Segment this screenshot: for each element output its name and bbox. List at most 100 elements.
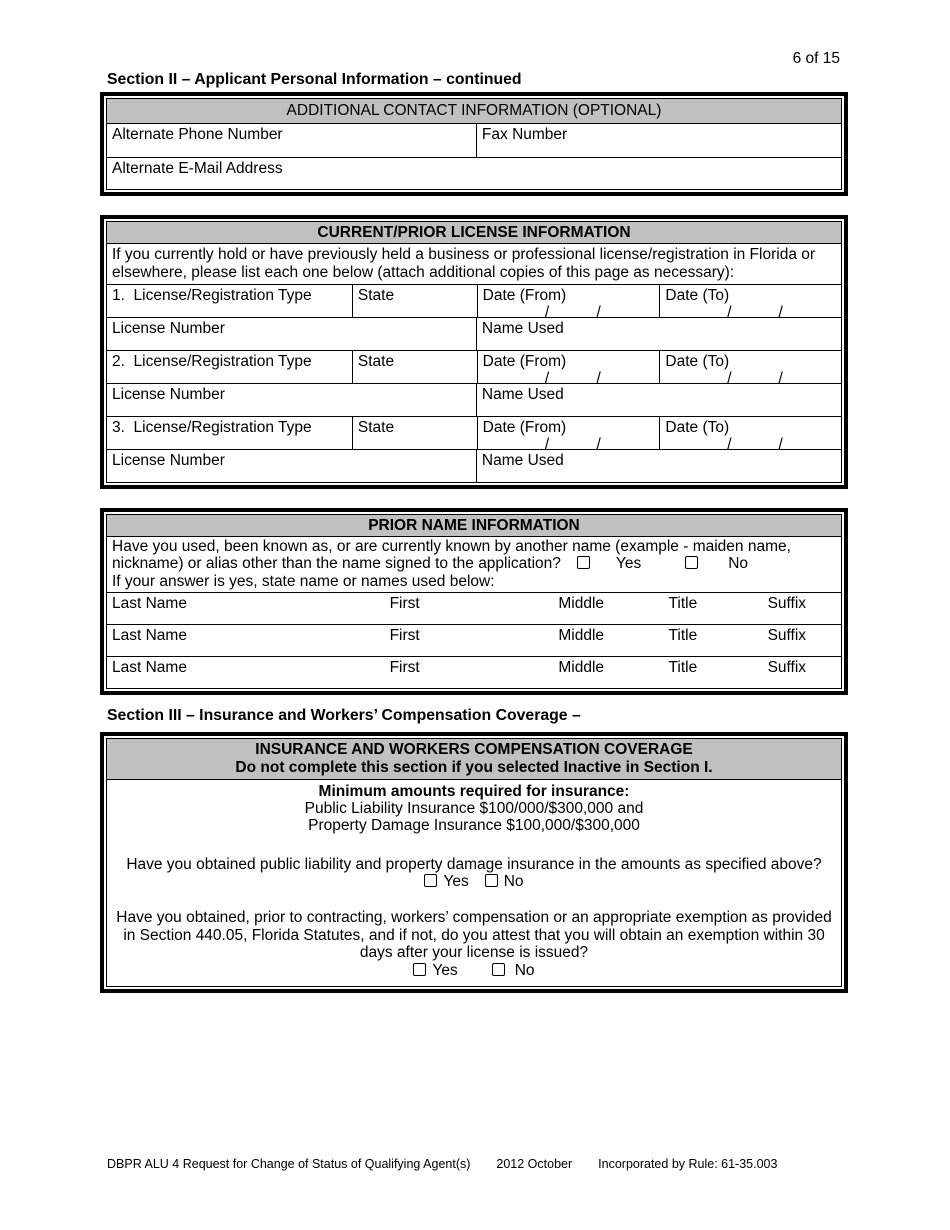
alternate-email-field[interactable]: Alternate E-Mail Address <box>107 158 841 189</box>
state-label: State <box>357 353 395 370</box>
license2-row-top: 2. License/Registration Type State Date … <box>107 350 841 383</box>
insurance-q2-no-checkbox[interactable] <box>491 962 505 976</box>
license2-row-bottom: License Number Name Used <box>107 383 841 416</box>
footer-rule: Incorporated by Rule: 61-35.003 <box>598 1157 778 1171</box>
license3-row-bottom: License Number Name Used <box>107 449 841 482</box>
property-damage-line: Property Damage Insurance $100,000/$300,… <box>308 817 640 834</box>
license-table: CURRENT/PRIOR LICENSE INFORMATION If you… <box>100 215 848 489</box>
license1-row-top: 1. License/Registration Type State Date … <box>107 284 841 317</box>
license3-type-field[interactable]: 3. License/Registration Type <box>107 417 353 449</box>
date-to-label: Date (To) <box>665 419 730 436</box>
contact-table-header: ADDITIONAL CONTACT INFORMATION (OPTIONAL… <box>107 99 841 123</box>
name-used-label: Name Used <box>481 386 564 403</box>
suffix-label: Suffix <box>767 594 807 612</box>
license3-date-to-field[interactable]: Date (To) / / <box>660 417 841 449</box>
prior-name-row-1[interactable]: Last Name First Middle Title Suffix <box>107 591 841 624</box>
insurance-header-line2: Do not complete this section if you sele… <box>235 758 713 776</box>
prior-name-row-2[interactable]: Last Name First Middle Title Suffix <box>107 623 841 656</box>
prior-name-instruction: If your answer is yes, state name or nam… <box>112 572 495 590</box>
name-used-label: Name Used <box>481 320 564 337</box>
prior-name-question: Have you used, been known as, or are cur… <box>107 536 841 592</box>
section3-heading: Section III – Insurance and Workers’ Com… <box>107 707 581 724</box>
name-used-label: Name Used <box>481 452 564 469</box>
license2-type-field[interactable]: 2. License/Registration Type <box>107 351 353 383</box>
insurance-question2-answers: Yes No <box>111 962 837 979</box>
prior-name-row-3[interactable]: Last Name First Middle Title Suffix <box>107 655 841 688</box>
license-table-header: CURRENT/PRIOR LICENSE INFORMATION <box>107 222 841 243</box>
first-name-label: First <box>389 626 420 644</box>
date-to-slashes: / / <box>727 303 783 317</box>
contact-row-phone-fax: Alternate Phone Number Fax Number <box>107 123 841 157</box>
prior-name-yes-checkbox[interactable] <box>576 556 590 570</box>
last-name-label: Last Name <box>112 658 187 676</box>
first-name-label: First <box>389 594 420 612</box>
insurance-table-header: INSURANCE AND WORKERS COMPENSATION COVER… <box>107 739 841 779</box>
insurance-q1-no-label: No <box>503 873 524 890</box>
middle-name-label: Middle <box>558 626 605 644</box>
insurance-q2-no-label: No <box>514 961 535 979</box>
insurance-question1-answers: Yes No <box>111 873 837 890</box>
license-number-label: License Number <box>112 452 225 469</box>
state-label: State <box>357 419 395 436</box>
license-number-label: License Number <box>112 386 225 403</box>
page-footer: DBPR ALU 4 Request for Change of Status … <box>107 1157 777 1171</box>
page-number: 6 of 15 <box>792 50 840 67</box>
suffix-label: Suffix <box>767 658 807 676</box>
insurance-q1-yes-label: Yes <box>443 873 469 890</box>
license1-type-field[interactable]: 1. License/Registration Type <box>107 285 353 317</box>
alternate-phone-field[interactable]: Alternate Phone Number <box>107 124 477 157</box>
alternate-email-label: Alternate E-Mail Address <box>112 160 283 177</box>
date-to-label: Date (To) <box>665 287 730 304</box>
license3-type-label: 3. License/Registration Type <box>112 419 312 436</box>
date-from-slashes: / / <box>544 369 601 383</box>
license2-name-used-field[interactable]: Name Used <box>477 384 841 416</box>
prior-name-no-label: No <box>728 555 749 573</box>
license1-name-used-field[interactable]: Name Used <box>477 318 841 350</box>
insurance-question2: Have you obtained, prior to contracting,… <box>116 909 832 961</box>
license2-date-to-field[interactable]: Date (To) / / <box>660 351 841 383</box>
insurance-q1-no-checkbox[interactable] <box>484 874 498 887</box>
license3-state-field[interactable]: State <box>353 417 478 449</box>
insurance-header-line1: INSURANCE AND WORKERS COMPENSATION COVER… <box>255 741 693 758</box>
public-liability-line: Public Liability Insurance $100/000/$300… <box>304 800 644 817</box>
middle-name-label: Middle <box>558 658 605 676</box>
prior-name-table-header: PRIOR NAME INFORMATION <box>107 515 841 536</box>
license2-state-field[interactable]: State <box>353 351 478 383</box>
date-to-slashes: / / <box>727 435 783 449</box>
prior-name-no-checkbox[interactable] <box>685 556 699 570</box>
suffix-label: Suffix <box>767 626 807 644</box>
state-label: State <box>357 287 395 304</box>
license1-date-to-field[interactable]: Date (To) / / <box>660 285 841 317</box>
insurance-table: INSURANCE AND WORKERS COMPENSATION COVER… <box>100 732 848 993</box>
additional-contact-table: ADDITIONAL CONTACT INFORMATION (OPTIONAL… <box>100 92 848 196</box>
prior-name-question-text: Have you used, been known as, or are cur… <box>112 538 791 573</box>
license1-state-field[interactable]: State <box>353 285 478 317</box>
section2-heading: Section II – Applicant Personal Informat… <box>107 71 522 88</box>
insurance-q2-yes-checkbox[interactable] <box>413 962 427 976</box>
spacer <box>111 890 837 909</box>
date-from-label: Date (From) <box>482 353 567 370</box>
contact-row-email: Alternate E-Mail Address <box>107 157 841 189</box>
license1-date-from-field[interactable]: Date (From) / / <box>478 285 661 317</box>
insurance-question1: Have you obtained public liability and p… <box>126 856 822 873</box>
fax-number-field[interactable]: Fax Number <box>477 124 841 157</box>
footer-form-id: DBPR ALU 4 Request for Change of Status … <box>107 1157 471 1171</box>
last-name-label: Last Name <box>112 626 187 644</box>
middle-name-label: Middle <box>558 594 605 612</box>
license3-name-used-field[interactable]: Name Used <box>477 450 841 482</box>
license1-type-label: 1. License/Registration Type <box>112 287 312 304</box>
license3-number-field[interactable]: License Number <box>107 450 477 482</box>
license2-date-from-field[interactable]: Date (From) / / <box>478 351 661 383</box>
date-to-label: Date (To) <box>665 353 730 370</box>
license3-date-from-field[interactable]: Date (From) / / <box>478 417 661 449</box>
insurance-q1-yes-checkbox[interactable] <box>424 874 438 887</box>
spacer <box>111 834 837 856</box>
footer-revision-date: 2012 October <box>496 1157 573 1171</box>
insurance-q2-yes-label: Yes <box>432 961 458 979</box>
fax-number-label: Fax Number <box>481 126 568 143</box>
license3-row-top: 3. License/Registration Type State Date … <box>107 416 841 449</box>
license1-number-field[interactable]: License Number <box>107 318 477 350</box>
date-from-label: Date (From) <box>482 287 567 304</box>
license2-number-field[interactable]: License Number <box>107 384 477 416</box>
